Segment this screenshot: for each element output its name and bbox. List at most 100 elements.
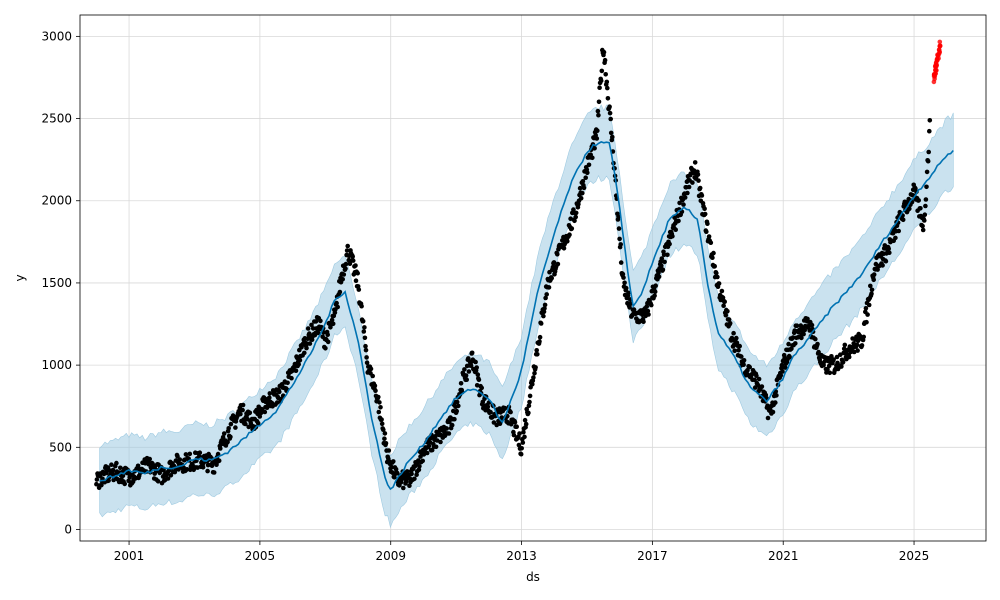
observed-point	[610, 134, 615, 140]
observed-point	[466, 356, 471, 361]
observed-point	[211, 470, 217, 475]
observed-point	[677, 200, 682, 206]
observed-point	[157, 470, 162, 476]
observed-point	[770, 409, 776, 415]
observed-point	[438, 439, 443, 445]
observed-point	[869, 291, 874, 297]
observed-point	[573, 210, 579, 216]
observed-point	[923, 203, 928, 209]
recent-point	[931, 79, 937, 85]
observed-point	[656, 274, 662, 280]
observed-point	[353, 263, 358, 268]
observed-points	[94, 47, 933, 491]
observed-point	[741, 362, 746, 368]
observed-point	[533, 365, 538, 370]
observed-point	[391, 459, 396, 464]
observed-point	[449, 422, 455, 428]
observed-point	[404, 469, 410, 474]
observed-point	[864, 319, 869, 325]
observed-point	[765, 415, 771, 421]
observed-point	[561, 246, 567, 251]
observed-point	[334, 300, 339, 306]
observed-point	[555, 261, 561, 267]
observed-point	[238, 411, 243, 417]
observed-point	[304, 345, 309, 351]
observed-point	[527, 393, 533, 399]
observed-point	[382, 431, 388, 436]
observed-point	[446, 431, 452, 436]
observed-point	[822, 359, 828, 364]
observed-point	[118, 465, 123, 471]
observed-point	[463, 373, 469, 378]
observed-point	[871, 272, 877, 277]
observed-point	[325, 339, 331, 345]
observed-point	[531, 375, 536, 380]
observed-point	[353, 278, 359, 284]
observed-point	[865, 312, 870, 317]
observed-point	[187, 451, 193, 457]
observed-point	[726, 317, 732, 322]
observed-point	[599, 68, 605, 74]
observed-point	[861, 334, 866, 340]
observed-point	[916, 198, 921, 203]
observed-point	[774, 393, 779, 398]
observed-point	[682, 195, 688, 200]
observed-point	[537, 339, 542, 344]
observed-point	[596, 112, 601, 118]
observed-point	[497, 421, 503, 427]
observed-point	[296, 362, 302, 367]
observed-point	[542, 302, 548, 308]
observed-point	[343, 261, 349, 267]
observed-point	[855, 348, 860, 353]
observed-point	[627, 305, 632, 310]
observed-point	[719, 288, 725, 294]
observed-point	[383, 441, 389, 446]
observed-point	[577, 185, 583, 191]
observed-point	[783, 365, 788, 370]
observed-point	[653, 283, 658, 289]
observed-point	[754, 373, 759, 379]
observed-point	[616, 226, 622, 231]
observed-point	[363, 343, 368, 349]
observed-point	[652, 289, 658, 295]
observed-point	[732, 348, 737, 354]
observed-point	[595, 108, 601, 114]
observed-point	[618, 242, 623, 247]
observed-point	[581, 185, 587, 191]
observed-point	[318, 318, 323, 324]
observed-point	[704, 229, 709, 234]
observed-point	[794, 323, 800, 329]
observed-point	[697, 185, 703, 191]
observed-point	[681, 202, 686, 207]
observed-point	[508, 409, 513, 415]
observed-point	[542, 306, 547, 311]
observed-point	[696, 178, 701, 183]
observed-point	[623, 285, 629, 291]
observed-point	[247, 410, 253, 416]
observed-point	[514, 424, 519, 430]
observed-point	[793, 341, 798, 346]
observed-point	[343, 266, 348, 271]
observed-point	[869, 287, 875, 293]
observed-point	[522, 417, 528, 423]
observed-point	[586, 162, 592, 168]
observed-point	[826, 363, 832, 369]
observed-point	[590, 155, 595, 161]
observed-point	[522, 434, 527, 440]
observed-point	[578, 196, 584, 201]
observed-point	[723, 312, 729, 318]
observed-point	[240, 407, 245, 413]
observed-point	[859, 343, 865, 348]
observed-point	[488, 409, 493, 415]
observed-point	[601, 49, 607, 55]
x-tick-label: 2017	[637, 549, 668, 563]
observed-point	[315, 330, 321, 336]
y-tick-label: 1000	[41, 358, 72, 372]
observed-point	[868, 283, 873, 289]
observed-point	[205, 468, 210, 474]
observed-point	[458, 381, 464, 386]
observed-point	[665, 252, 670, 258]
y-tick-label: 3000	[41, 29, 72, 43]
observed-point	[479, 385, 485, 391]
observed-point	[297, 357, 303, 363]
